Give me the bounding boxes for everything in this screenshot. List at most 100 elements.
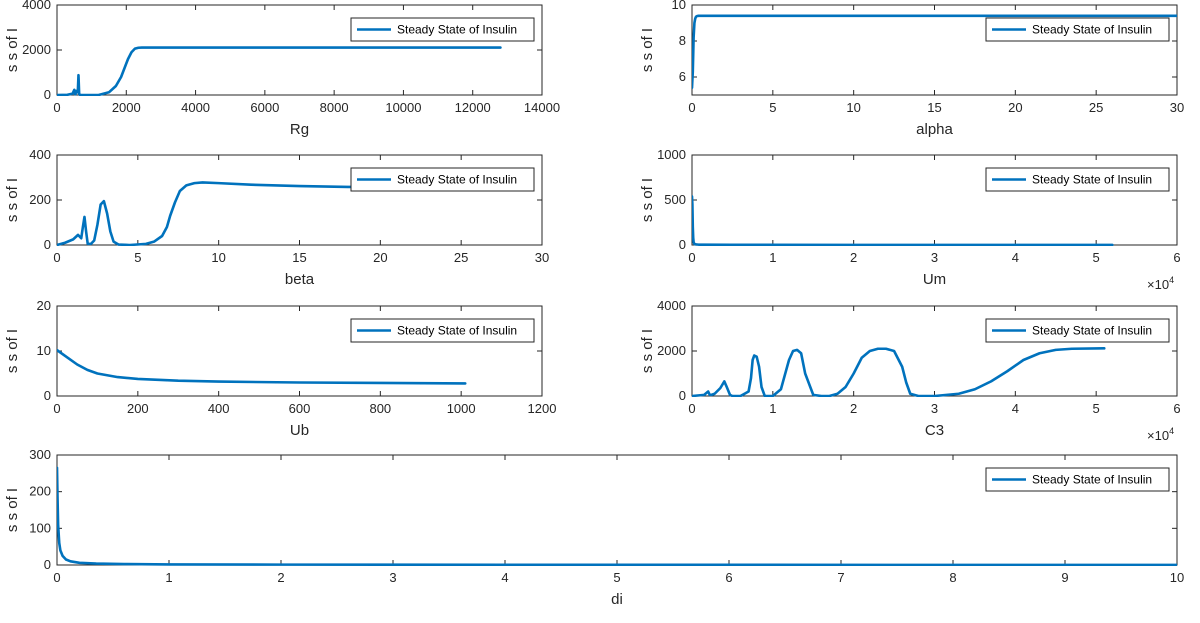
legend-c3: Steady State of Insulin <box>985 318 1170 343</box>
legend-box <box>985 17 1170 42</box>
legend-label: Steady State of Insulin <box>1032 473 1152 487</box>
y-tick-label: 0 <box>44 87 51 102</box>
x-axis-label: Um <box>923 271 946 288</box>
subplot-c3: 0 1 2 3 4 5 6 0 2000 4000 ×104 C3 s s of I Steady Sta… <box>639 298 1181 443</box>
x-axis-label: di <box>611 591 623 608</box>
legend-box <box>985 167 1170 192</box>
series-line-alpha <box>692 14 1177 90</box>
legend-di: Steady State of Insulin <box>985 467 1170 492</box>
legend-box <box>350 318 535 343</box>
x-tick-label: 25 <box>1089 100 1103 115</box>
x-tick-label: 7 <box>837 570 844 585</box>
x-tick-label: 0 <box>53 100 60 115</box>
x-tick-label: 12000 <box>455 100 491 115</box>
series-line-c3 <box>692 346 1106 397</box>
y-tick-label: 10 <box>672 0 686 12</box>
legend-box <box>985 318 1170 343</box>
x-tick-label: 1 <box>769 250 776 265</box>
x-tick-label: 0 <box>688 401 695 416</box>
series-line-beta <box>57 181 382 246</box>
x-axis-label: C3 <box>925 422 944 439</box>
x-tick-label: 2000 <box>112 100 141 115</box>
legend-box <box>985 467 1170 492</box>
y-axis-label: s s of I <box>639 28 656 72</box>
subplot-ub: 0 200 400 600 800 1000 1200 0 10 20 Ub s s of I Stea… <box>4 298 556 439</box>
x-tick-label: 1 <box>165 570 172 585</box>
x-tick-label: 15 <box>292 250 306 265</box>
x-tick-label: 10000 <box>385 100 421 115</box>
x-tick-label: 5 <box>1093 250 1100 265</box>
legend-label: Steady State of Insulin <box>1032 23 1152 37</box>
y-tick-label: 2000 <box>22 42 51 57</box>
x-tick-label: 0 <box>688 100 695 115</box>
x-tick-label: 1 <box>769 401 776 416</box>
x-tick-label: 10 <box>1170 570 1184 585</box>
legend-box <box>350 17 535 42</box>
x-tick-label: 3 <box>931 250 938 265</box>
x-tick-label: 6 <box>725 570 732 585</box>
y-tick-label: 4000 <box>22 0 51 12</box>
y-tick-label: 10 <box>37 343 51 358</box>
series-line-rg <box>57 46 502 96</box>
x-tick-label: 600 <box>289 401 311 416</box>
subplot-beta: 0 5 10 15 20 25 30 0 200 400 beta s s of I Steady St… <box>4 147 549 288</box>
x-tick-label: 400 <box>208 401 230 416</box>
subplot-alpha: 0 5 10 15 20 25 30 6 8 10 alpha s s of I Steady Stat… <box>639 0 1184 138</box>
y-tick-label: 0 <box>44 557 51 572</box>
x-axis-label: beta <box>285 271 315 288</box>
y-tick-label: 200 <box>29 192 51 207</box>
x-axis-label: Ub <box>290 422 309 439</box>
x-axis-label: alpha <box>916 121 953 138</box>
x-tick-label: 15 <box>927 100 941 115</box>
x-tick-label: 14000 <box>524 100 560 115</box>
y-tick-label: 4000 <box>657 298 686 313</box>
x-tick-label: 0 <box>53 401 60 416</box>
x-tick-label: 0 <box>688 250 695 265</box>
y-tick-label: 0 <box>679 237 686 252</box>
x-tick-label: 9 <box>1061 570 1068 585</box>
x-tick-label: 4000 <box>181 100 210 115</box>
legend-label: Steady State of Insulin <box>397 23 517 37</box>
x-tick-label: 1200 <box>528 401 557 416</box>
x-tick-label: 4 <box>1012 401 1019 416</box>
x-tick-label: 30 <box>535 250 549 265</box>
x-tick-label: 5 <box>1093 401 1100 416</box>
x-tick-label: 25 <box>454 250 468 265</box>
subplot-um: 0 1 2 3 4 5 6 0 500 1000 ×104 Um s s of I Steady Stat… <box>639 147 1181 292</box>
legend-beta: Steady State of Insulin <box>350 167 535 192</box>
y-axis-label: s s of I <box>639 329 656 373</box>
y-axis-label: s s of I <box>4 28 21 72</box>
x-tick-label: 3 <box>931 401 938 416</box>
x-tick-label: 6 <box>1173 401 1180 416</box>
legend-ub: Steady State of Insulin <box>350 318 535 343</box>
subplot-rg: 0 2000 4000 6000 8000 10000 12000 14000 0 2000 400… <box>4 0 560 138</box>
y-tick-label: 100 <box>29 520 51 535</box>
legend-um: Steady State of Insulin <box>985 167 1170 192</box>
legend-alpha: Steady State of Insulin <box>985 17 1170 42</box>
y-tick-label: 8 <box>679 33 686 48</box>
x-tick-label: 1000 <box>447 401 476 416</box>
y-tick-label: 20 <box>37 298 51 313</box>
x-tick-label: 0 <box>53 570 60 585</box>
x-tick-label: 6000 <box>250 100 279 115</box>
legend-label: Steady State of Insulin <box>1032 173 1152 187</box>
x-tick-label: 4 <box>501 570 508 585</box>
series-line-di <box>57 466 1177 566</box>
y-tick-label: 400 <box>29 147 51 162</box>
x-exponent-label: ×104 <box>1147 426 1174 443</box>
legend-label: Steady State of Insulin <box>1032 324 1152 338</box>
legend-label: Steady State of Insulin <box>397 173 517 187</box>
x-tick-label: 2 <box>850 250 857 265</box>
x-tick-label: 0 <box>53 250 60 265</box>
y-tick-label: 0 <box>44 388 51 403</box>
y-tick-label: 6 <box>679 69 686 84</box>
x-tick-label: 10 <box>846 100 860 115</box>
x-tick-label: 6 <box>1173 250 1180 265</box>
x-tick-label: 2 <box>850 401 857 416</box>
legend-label: Steady State of Insulin <box>397 324 517 338</box>
series-line-um <box>692 195 1114 246</box>
x-tick-label: 5 <box>613 570 620 585</box>
y-tick-label: 1000 <box>657 147 686 162</box>
x-tick-label: 5 <box>769 100 776 115</box>
